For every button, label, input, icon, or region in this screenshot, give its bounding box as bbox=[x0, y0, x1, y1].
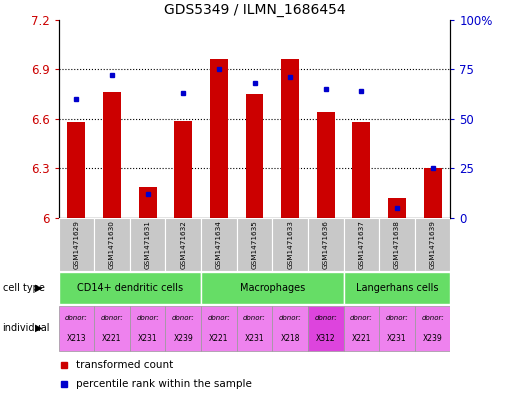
Text: X231: X231 bbox=[138, 334, 157, 343]
Bar bbox=[344, 305, 379, 351]
Text: percentile rank within the sample: percentile rank within the sample bbox=[76, 379, 252, 389]
Bar bbox=[59, 218, 94, 271]
Bar bbox=[379, 305, 415, 351]
Text: GSM1471638: GSM1471638 bbox=[394, 220, 400, 269]
Bar bbox=[201, 272, 344, 304]
Bar bbox=[165, 218, 201, 271]
Text: X213: X213 bbox=[67, 334, 86, 343]
Bar bbox=[415, 218, 450, 271]
Text: GSM1471637: GSM1471637 bbox=[358, 220, 364, 269]
Bar bbox=[272, 218, 308, 271]
Bar bbox=[94, 305, 130, 351]
Bar bbox=[201, 305, 237, 351]
Text: X221: X221 bbox=[352, 334, 371, 343]
Text: donor:: donor: bbox=[421, 315, 444, 321]
Text: individual: individual bbox=[3, 323, 50, 333]
Bar bbox=[103, 92, 121, 218]
Text: X221: X221 bbox=[209, 334, 229, 343]
Text: GSM1471632: GSM1471632 bbox=[180, 220, 186, 269]
Bar bbox=[379, 218, 415, 271]
Text: transformed count: transformed count bbox=[76, 360, 174, 370]
Bar bbox=[272, 305, 308, 351]
Bar bbox=[138, 187, 156, 218]
Text: X221: X221 bbox=[102, 334, 122, 343]
Text: donor:: donor: bbox=[279, 315, 301, 321]
Bar bbox=[59, 272, 201, 304]
Bar bbox=[174, 121, 192, 218]
Bar bbox=[94, 218, 130, 271]
Text: GSM1471631: GSM1471631 bbox=[145, 220, 151, 269]
Bar bbox=[352, 122, 370, 218]
Text: GSM1471635: GSM1471635 bbox=[251, 220, 258, 269]
Bar bbox=[308, 305, 344, 351]
Bar bbox=[344, 218, 379, 271]
Text: X218: X218 bbox=[280, 334, 300, 343]
Text: donor:: donor: bbox=[101, 315, 123, 321]
Bar bbox=[237, 305, 272, 351]
Text: Langerhans cells: Langerhans cells bbox=[356, 283, 438, 293]
Bar bbox=[201, 218, 237, 271]
Text: CD14+ dendritic cells: CD14+ dendritic cells bbox=[77, 283, 183, 293]
Text: donor:: donor: bbox=[172, 315, 194, 321]
Bar bbox=[59, 305, 94, 351]
Text: cell type: cell type bbox=[3, 283, 44, 293]
Bar bbox=[210, 59, 228, 218]
Text: X312: X312 bbox=[316, 334, 335, 343]
Bar bbox=[423, 169, 441, 218]
Bar bbox=[388, 198, 406, 218]
Text: GSM1471629: GSM1471629 bbox=[73, 220, 79, 269]
Bar bbox=[130, 305, 165, 351]
Text: donor:: donor: bbox=[65, 315, 88, 321]
Text: Macrophages: Macrophages bbox=[240, 283, 305, 293]
Text: donor:: donor: bbox=[208, 315, 230, 321]
Text: donor:: donor: bbox=[315, 315, 337, 321]
Text: X231: X231 bbox=[245, 334, 264, 343]
Text: GSM1471633: GSM1471633 bbox=[287, 220, 293, 269]
Bar bbox=[245, 94, 264, 218]
Bar bbox=[281, 59, 299, 218]
Bar bbox=[344, 272, 450, 304]
Text: GSM1471639: GSM1471639 bbox=[430, 220, 436, 269]
Text: donor:: donor: bbox=[350, 315, 373, 321]
Bar bbox=[317, 112, 334, 218]
Text: ▶: ▶ bbox=[35, 283, 42, 293]
Bar bbox=[308, 218, 344, 271]
Title: GDS5349 / ILMN_1686454: GDS5349 / ILMN_1686454 bbox=[164, 3, 345, 17]
Text: ▶: ▶ bbox=[35, 323, 42, 333]
Text: X239: X239 bbox=[174, 334, 193, 343]
Text: X231: X231 bbox=[387, 334, 407, 343]
Text: GSM1471634: GSM1471634 bbox=[216, 220, 222, 269]
Text: X239: X239 bbox=[423, 334, 442, 343]
Bar bbox=[237, 218, 272, 271]
Text: GSM1471630: GSM1471630 bbox=[109, 220, 115, 269]
Text: donor:: donor: bbox=[243, 315, 266, 321]
Bar bbox=[130, 218, 165, 271]
Text: donor:: donor: bbox=[136, 315, 159, 321]
Bar bbox=[67, 122, 85, 218]
Text: donor:: donor: bbox=[386, 315, 408, 321]
Bar bbox=[165, 305, 201, 351]
Bar bbox=[415, 305, 450, 351]
Text: GSM1471636: GSM1471636 bbox=[323, 220, 329, 269]
